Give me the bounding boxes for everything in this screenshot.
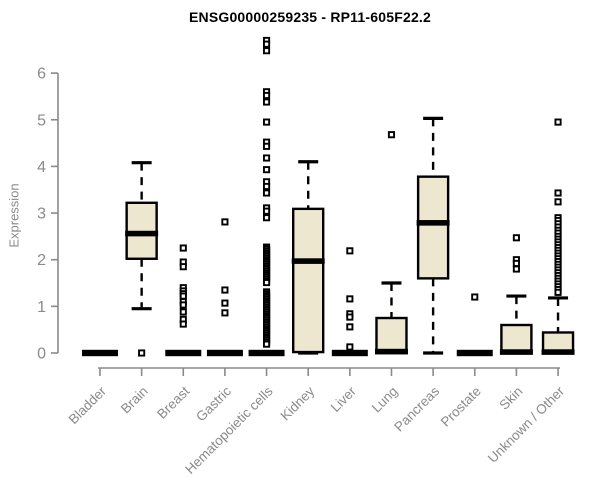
box-gastric [206, 218, 243, 357]
box-breast [165, 244, 202, 357]
y-tick-label: 5 [37, 112, 46, 129]
outlier-point [263, 91, 271, 100]
outlier-point [554, 198, 562, 206]
box-lung [374, 131, 408, 355]
outlier-point [179, 263, 187, 271]
outlier-point [263, 154, 271, 162]
outlier-point [263, 166, 271, 174]
box-prostate [456, 293, 493, 357]
outlier-point [346, 323, 354, 331]
outlier-point [554, 288, 562, 296]
chart-title: ENSG00000259235 - RP11-605F22.2 [188, 9, 432, 25]
x-category-label: Liver [328, 383, 360, 415]
outlier-point [512, 234, 520, 242]
outlier-point [554, 189, 562, 197]
outlier-point [263, 214, 271, 222]
box-bladder [82, 349, 118, 357]
outlier-point [263, 98, 271, 106]
outlier-point [387, 131, 396, 139]
box-brain [125, 161, 159, 357]
outlier-point [263, 40, 271, 48]
box-hematopoietic-cells [248, 36, 285, 357]
outlier-point [554, 118, 562, 126]
outlier-point [138, 349, 146, 357]
outlier-point [179, 320, 187, 328]
outlier-point [179, 301, 187, 309]
outlier-point [263, 118, 271, 126]
x-category-label: Skin [496, 384, 525, 413]
box-skin [499, 234, 533, 355]
outlier-point [263, 207, 271, 215]
x-category-label: Brain [118, 384, 151, 417]
x-category-label: Lung [369, 384, 401, 416]
outlier-point [263, 189, 271, 197]
x-category-label: Unknown / Other [485, 383, 568, 466]
outlier-point [512, 259, 520, 267]
y-tick-label: 6 [37, 66, 46, 83]
outlier-point [179, 292, 187, 300]
y-axis: 0 1 2 3 4 5 6 [37, 66, 59, 363]
box-kidney [291, 160, 325, 355]
outlier-point [346, 313, 354, 321]
box-pancreas [416, 116, 450, 355]
y-tick-label: 1 [37, 299, 46, 316]
outlier-point [179, 244, 187, 252]
y-tick-label: 0 [37, 346, 46, 363]
outlier-point [221, 309, 229, 317]
box-unknown-other [541, 118, 575, 355]
x-category-label: Bladder [66, 383, 110, 427]
x-category-label: Gastric [193, 383, 234, 424]
outlier-point [263, 279, 271, 287]
y-tick-label: 3 [37, 206, 46, 223]
box-liver [331, 247, 368, 357]
outlier-point [179, 308, 187, 316]
outlier-point [263, 47, 271, 55]
outlier-point [263, 182, 271, 191]
y-tick-label: 2 [37, 252, 46, 269]
x-category-label: Pancreas [391, 383, 442, 434]
y-tick-label: 4 [37, 159, 46, 176]
outlier-point [221, 299, 229, 307]
outlier-point [512, 265, 520, 273]
outlier-point [221, 218, 229, 226]
x-category-label: Breast [154, 383, 192, 421]
x-category-label: Prostate [438, 384, 484, 430]
outlier-point [346, 343, 354, 351]
outlier-point [221, 286, 229, 294]
outlier-point [471, 293, 479, 301]
outlier-point [346, 295, 354, 303]
x-category-label: Kidney [278, 383, 318, 423]
outlier-point [263, 340, 271, 348]
outlier-point [346, 247, 354, 255]
outlier-point [263, 142, 271, 150]
